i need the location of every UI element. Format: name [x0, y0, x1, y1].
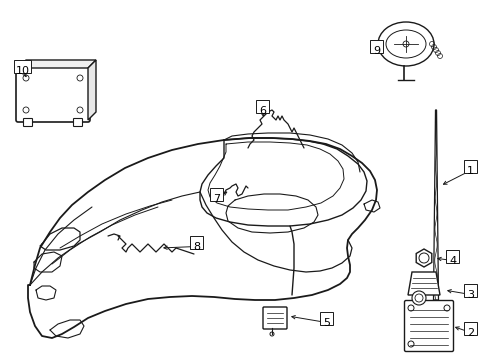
FancyBboxPatch shape	[14, 60, 31, 73]
Polygon shape	[88, 60, 96, 120]
Text: 10: 10	[16, 66, 29, 76]
Text: 5: 5	[323, 318, 329, 328]
FancyBboxPatch shape	[463, 322, 476, 335]
FancyBboxPatch shape	[463, 284, 476, 297]
FancyBboxPatch shape	[319, 312, 332, 325]
Text: 2: 2	[466, 328, 473, 338]
FancyBboxPatch shape	[16, 66, 90, 122]
FancyBboxPatch shape	[369, 40, 382, 53]
FancyBboxPatch shape	[23, 118, 32, 126]
FancyBboxPatch shape	[209, 188, 223, 201]
FancyBboxPatch shape	[445, 250, 458, 263]
Text: 7: 7	[212, 194, 220, 203]
Polygon shape	[415, 249, 431, 267]
Text: 8: 8	[193, 242, 200, 252]
FancyBboxPatch shape	[73, 118, 82, 126]
FancyBboxPatch shape	[190, 236, 203, 249]
FancyBboxPatch shape	[463, 160, 476, 173]
Circle shape	[411, 291, 425, 305]
Text: 1: 1	[466, 166, 473, 175]
FancyBboxPatch shape	[256, 100, 268, 113]
Polygon shape	[433, 110, 438, 300]
Ellipse shape	[377, 22, 433, 66]
Polygon shape	[18, 60, 96, 68]
FancyBboxPatch shape	[263, 307, 286, 329]
Text: 9: 9	[372, 45, 379, 55]
Polygon shape	[407, 272, 439, 295]
FancyBboxPatch shape	[404, 301, 452, 351]
Text: 6: 6	[259, 105, 265, 116]
Text: 4: 4	[448, 256, 455, 266]
Text: 3: 3	[466, 289, 473, 300]
